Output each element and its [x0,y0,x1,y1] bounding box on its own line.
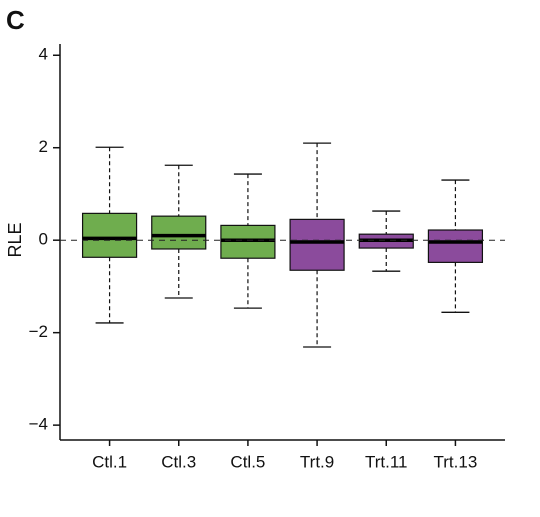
x-tick-label: Trt.13 [434,452,478,471]
y-tick-label: 4 [39,45,48,64]
x-tick-label: Trt.11 [365,452,408,471]
y-axis-label: RLE [5,222,25,257]
x-tick-label: Ctl.3 [161,452,196,471]
x-tick-label: Ctl.5 [230,452,265,471]
y-tick-label: 2 [39,137,48,156]
y-tick-label: −4 [29,415,48,434]
x-tick-label: Ctl.1 [92,452,127,471]
y-tick-label: −2 [29,322,48,341]
box [427,229,484,263]
x-tick-label: Trt.9 [300,452,334,471]
box [81,212,138,258]
box [289,218,345,271]
panel-label: C [6,5,25,35]
y-tick-label: 0 [39,230,48,249]
box [151,215,207,250]
